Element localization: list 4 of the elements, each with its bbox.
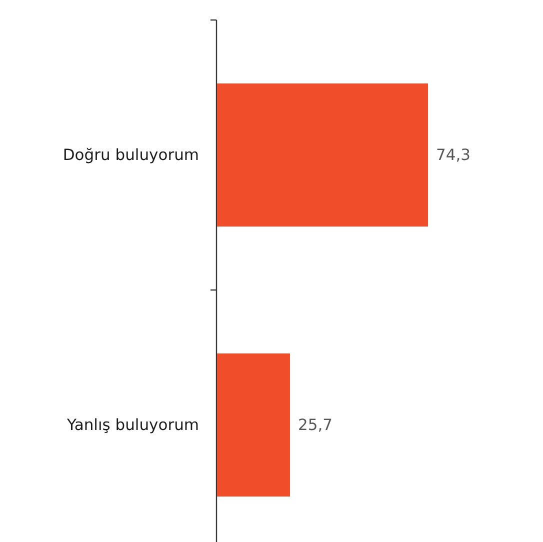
y-tick-label: Doğru buluyorum <box>62 146 199 164</box>
data-label: 25,7 <box>298 416 332 434</box>
y-tick-label: Yanlış buluyorum <box>66 416 199 434</box>
data-label: 74,3 <box>436 146 471 164</box>
